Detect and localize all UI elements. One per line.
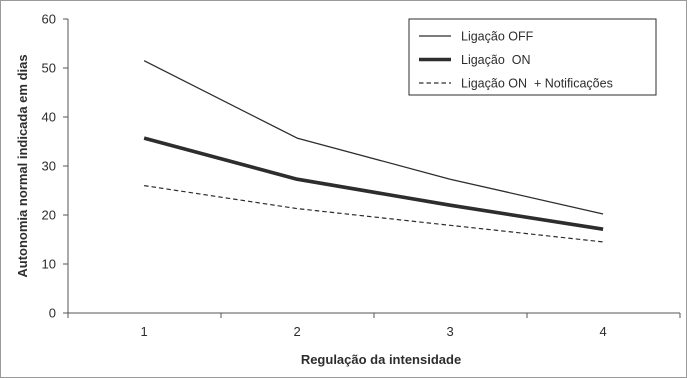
y-axis: 0 10 20 30 40 50 60 <box>42 12 69 321</box>
y-tick-label: 40 <box>42 110 56 125</box>
y-tick-label: 0 <box>49 306 56 321</box>
x-tick-label: 1 <box>140 324 147 339</box>
y-axis-title: Autonomia normal indicada em dias <box>15 54 30 277</box>
x-tick-label: 4 <box>599 324 606 339</box>
y-tick-label: 50 <box>42 61 56 76</box>
series-lines <box>143 60 604 243</box>
x-axis: 1 2 3 4 <box>67 312 681 339</box>
legend-label-1: Ligação OFF <box>461 30 534 44</box>
x-tick-label: 3 <box>446 324 453 339</box>
y-tick-label: 30 <box>42 159 56 174</box>
series-line-3 <box>144 185 604 243</box>
x-tick-label: 2 <box>293 324 300 339</box>
legend-label-3: Ligação ON + Notificações <box>461 77 613 91</box>
legend-box <box>408 18 657 96</box>
y-tick-label: 10 <box>42 257 56 272</box>
legend-label-2: Ligação ON <box>461 53 530 67</box>
series-line-2 <box>143 136 604 231</box>
y-tick-label: 60 <box>42 12 56 27</box>
y-tick-label: 20 <box>42 208 56 223</box>
series-line-1 <box>143 60 604 215</box>
legend: Ligação OFF Ligação ON Ligação ON + Notifi… <box>408 18 657 96</box>
x-axis-title: Regulação da intensidade <box>301 352 461 367</box>
